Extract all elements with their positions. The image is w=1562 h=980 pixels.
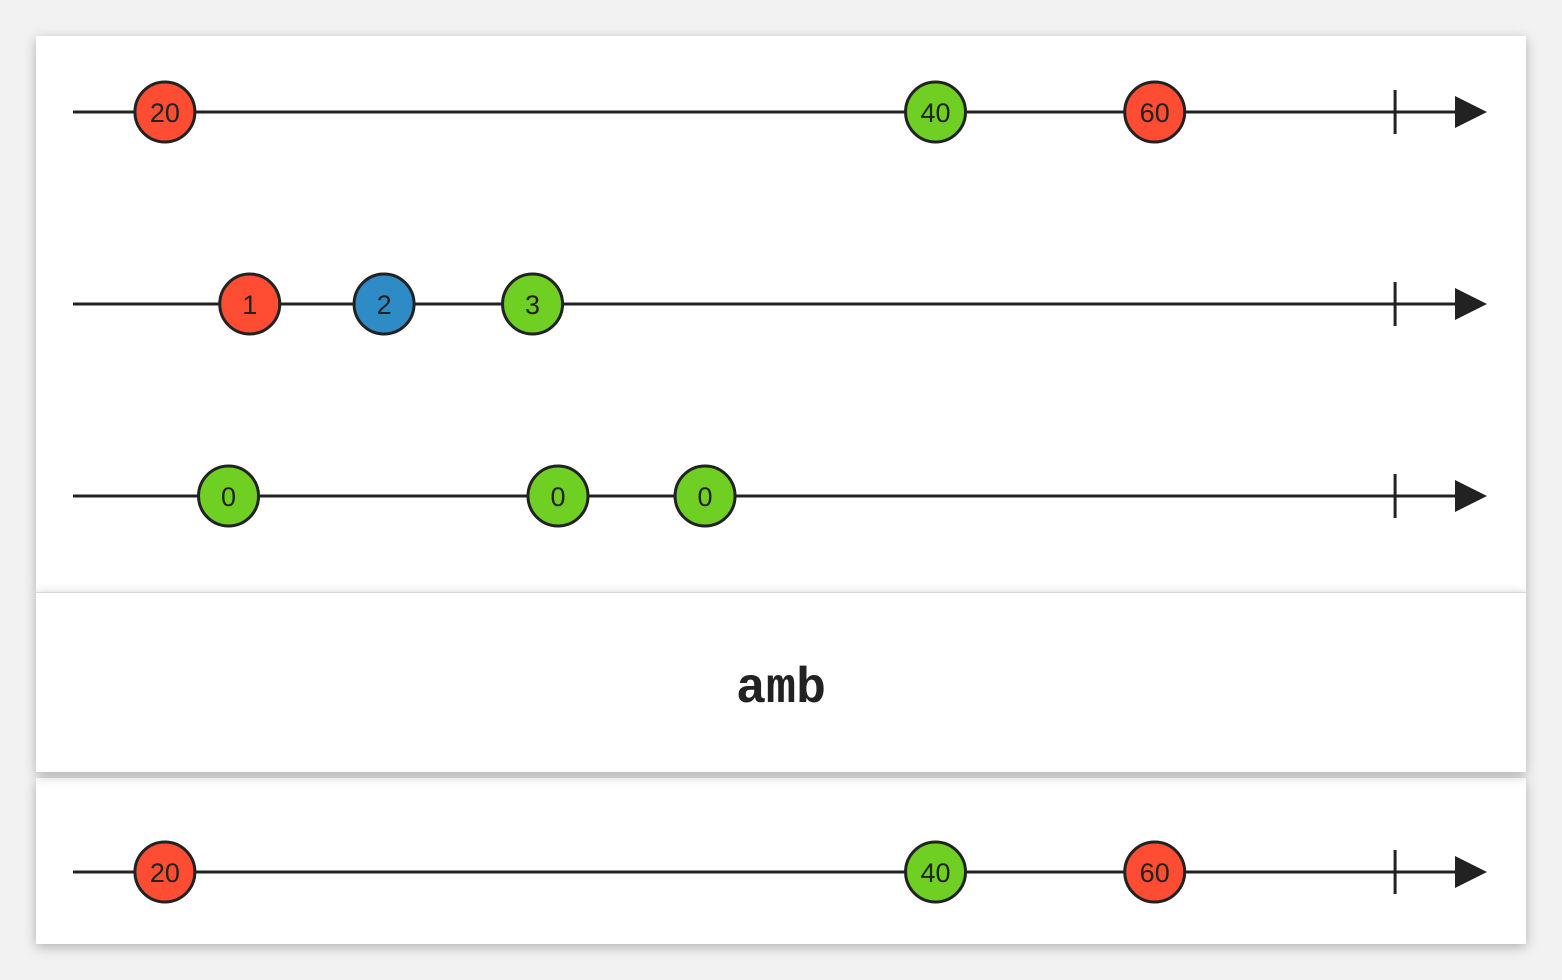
marble-label: 0 — [221, 482, 236, 512]
marble-circle — [352, 272, 416, 336]
marble-circle — [501, 272, 565, 336]
marble-circle — [904, 840, 968, 904]
timeline-arrow-icon — [1455, 288, 1487, 320]
marble-circle — [133, 840, 197, 904]
marble: 0 — [526, 464, 590, 528]
marble-label: 1 — [242, 290, 257, 320]
marble: 2 — [352, 272, 416, 336]
marble: 60 — [1123, 840, 1187, 904]
marble-label: 0 — [550, 482, 565, 512]
marble-label: 20 — [150, 98, 180, 128]
marble: 40 — [904, 80, 968, 144]
marble: 0 — [673, 464, 737, 528]
marble: 60 — [1123, 80, 1187, 144]
marble: 1 — [218, 272, 282, 336]
marble-label: 2 — [377, 290, 392, 320]
marble: 20 — [133, 80, 197, 144]
marble-circle — [1123, 80, 1187, 144]
marble: 20 — [133, 840, 197, 904]
marble-label: 3 — [525, 290, 540, 320]
input-timeline: 20 40 60 — [73, 80, 1487, 144]
marble-label: 0 — [698, 482, 713, 512]
marble: 3 — [501, 272, 565, 336]
marble-label: 60 — [1140, 98, 1170, 128]
marble-label: 40 — [921, 98, 951, 128]
operator-box — [36, 592, 1526, 772]
marble: 0 — [197, 464, 261, 528]
output-timeline: 20 40 60 — [73, 840, 1487, 904]
marble-label: 40 — [921, 858, 951, 888]
output-panel — [36, 778, 1526, 944]
marble-label: 20 — [150, 858, 180, 888]
marble-circle — [904, 80, 968, 144]
marble-circle — [526, 464, 590, 528]
marble: 40 — [904, 840, 968, 904]
input-panel — [36, 36, 1526, 592]
marble-circle — [197, 464, 261, 528]
timeline-arrow-icon — [1455, 856, 1487, 888]
marble-circle — [673, 464, 737, 528]
input-timeline: 0 0 0 — [73, 464, 1487, 528]
timeline-arrow-icon — [1455, 480, 1487, 512]
output-timeline-line: 20 40 60 — [73, 840, 1487, 904]
input-timeline: 1 2 3 — [73, 272, 1487, 336]
marble-circle — [1123, 840, 1187, 904]
marble-label: 60 — [1140, 858, 1170, 888]
marble-circle — [218, 272, 282, 336]
timeline-arrow-icon — [1455, 96, 1487, 128]
marble-circle — [133, 80, 197, 144]
operator-label: amb — [736, 661, 826, 718]
input-timelines: 20 40 60 1 2 3 0 0 0 — [73, 80, 1487, 528]
